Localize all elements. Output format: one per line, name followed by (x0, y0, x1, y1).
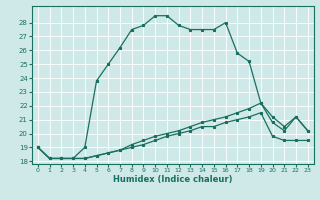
X-axis label: Humidex (Indice chaleur): Humidex (Indice chaleur) (113, 175, 233, 184)
